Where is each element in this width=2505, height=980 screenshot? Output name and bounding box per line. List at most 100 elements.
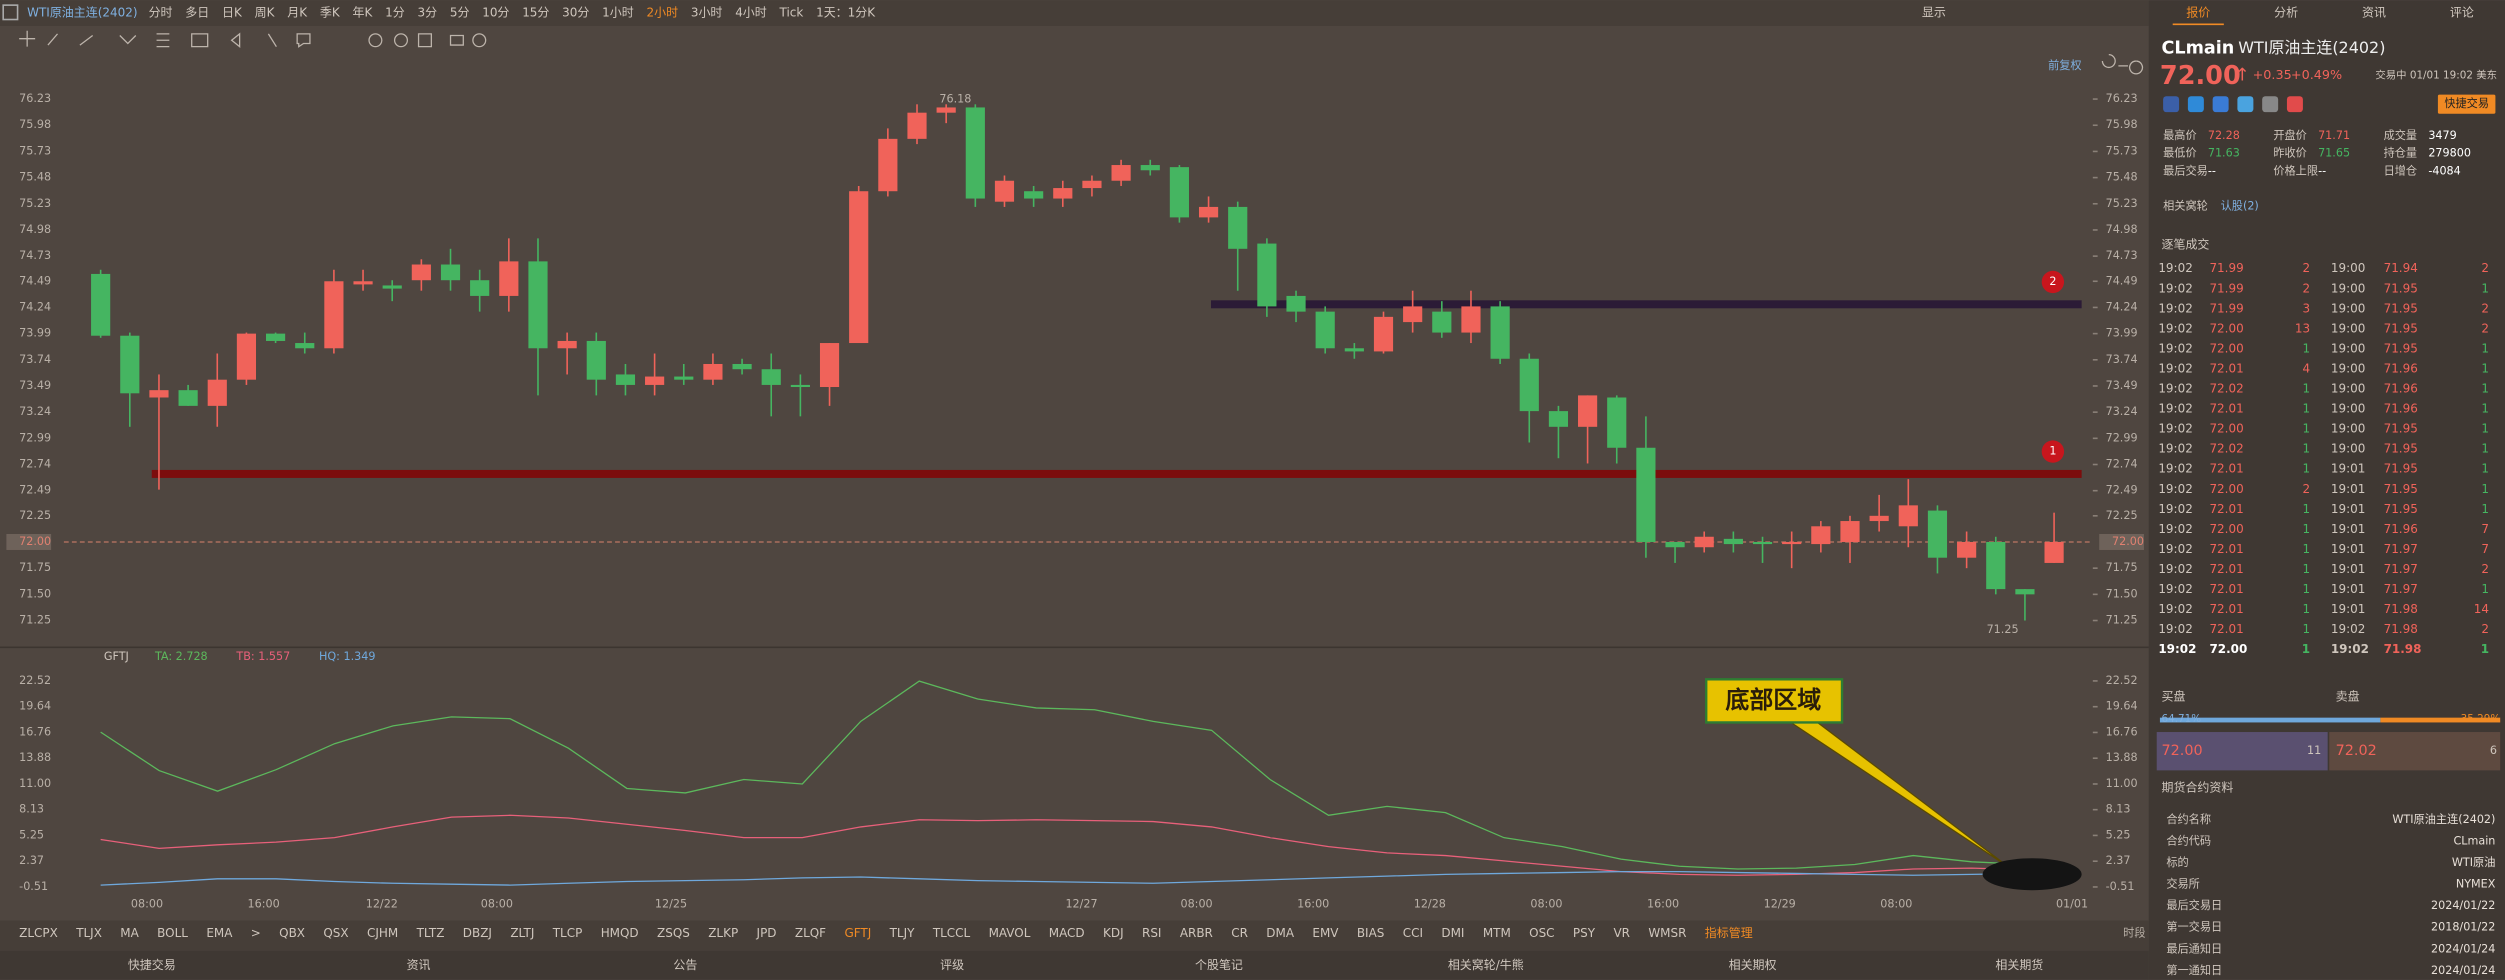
period-tab[interactable]: 4小时 (735, 6, 767, 20)
period-tab[interactable]: 1分 (385, 6, 405, 20)
indicator-tab[interactable]: ZSQS (657, 926, 690, 940)
indicator-tab[interactable]: DMA (1266, 926, 1295, 940)
panel-tab[interactable]: 评论 (2450, 6, 2474, 20)
stat-value: 71.63 (2208, 147, 2240, 160)
indicator-tab[interactable]: KDJ (1103, 926, 1124, 940)
trade-cell: 71.99 (2209, 281, 2243, 295)
indicator-tick-label-right: 16.76 (2106, 725, 2138, 738)
indicator-tab[interactable]: CJHM (367, 926, 398, 940)
period-label[interactable]: 时段 (2123, 925, 2145, 939)
nav-item[interactable]: 相关期货 (1995, 957, 2043, 972)
related[interactable]: 相关窝轮 (2163, 198, 2208, 212)
indicator-tab[interactable]: EMA (206, 926, 233, 940)
indicator-tab[interactable]: PSY (1573, 926, 1596, 940)
trade-cell: 19:02 (2158, 542, 2193, 556)
trade-cell: 72.01 (2209, 502, 2243, 516)
indicator-tab[interactable]: TLTZ (416, 926, 445, 940)
period-tab[interactable]: 15分 (522, 6, 549, 20)
period-tab[interactable]: 1天：1分K (816, 6, 876, 20)
indicator-tab[interactable]: ARBR (1180, 926, 1213, 940)
nav-item[interactable]: 快捷交易 (128, 957, 176, 972)
indicator-tab[interactable]: MACD (1049, 926, 1085, 940)
period-tab[interactable]: 10分 (482, 6, 509, 20)
period-tab[interactable]: 1小时 (602, 6, 634, 20)
trade-cell: 71.95 (2384, 462, 2418, 476)
trade-cell: 1 (2302, 522, 2310, 536)
quick-trade-label[interactable]: 快捷交易 (2444, 96, 2489, 110)
nav-item[interactable]: 个股笔记 (1195, 957, 1243, 972)
indicator-tab[interactable]: > (251, 926, 261, 940)
trade-cell: 13 (2295, 321, 2310, 335)
indicator-tab[interactable]: DMI (1441, 926, 1464, 940)
indicator-tick-label-right: 13.88 (2106, 751, 2138, 764)
candle-body (790, 384, 810, 388)
period-tab[interactable]: 季K (320, 6, 341, 20)
name: WTI原油主连(2402) (2238, 38, 2385, 57)
trade-cell: 2 (2481, 301, 2489, 315)
nav-item[interactable]: 相关期权 (1729, 958, 1777, 972)
stat-value: -- (2208, 164, 2216, 177)
nav-item[interactable]: 评级 (940, 958, 964, 972)
indicator-tab[interactable]: TLCP (552, 926, 583, 940)
indicator-tab[interactable]: ZLKP (708, 926, 738, 940)
period-tab[interactable]: 2小时 (647, 6, 679, 20)
indicator-tab[interactable]: MAVOL (989, 926, 1031, 940)
indicator-tab[interactable]: 指标管理 (1705, 925, 1753, 940)
trade-cell: 72.00 (2209, 522, 2243, 536)
trade-cell: 19:02 (2158, 582, 2193, 596)
indicator-name[interactable]: GFTJ (104, 650, 129, 663)
indicator-tab[interactable]: MA (120, 926, 139, 940)
warrants[interactable]: 认股(2) (2221, 199, 2259, 212)
indicator-tab[interactable]: RSI (1142, 926, 1161, 940)
indicator-tab[interactable]: MTM (1483, 926, 1511, 940)
indicator-tab[interactable]: CCI (1403, 926, 1423, 940)
candle-body (1752, 541, 1773, 545)
indicator-tab[interactable]: EMV (1312, 926, 1339, 940)
indicator-tab[interactable]: WMSR (1648, 926, 1686, 940)
indicator-tab[interactable]: VR (1613, 926, 1630, 940)
indicator-tab[interactable]: TLJY (889, 926, 916, 940)
period-tab[interactable]: 月K (287, 6, 308, 20)
indicator-tab[interactable]: ZLTJ (510, 926, 534, 940)
candle-body (732, 363, 752, 370)
nav-item[interactable]: 公告 (673, 958, 697, 972)
indicator-tab[interactable]: DBZJ (463, 926, 492, 940)
period-tab[interactable]: 3小时 (691, 6, 723, 20)
indicator-tab[interactable]: HMQD (601, 926, 639, 940)
indicator-tab[interactable]: TLJX (75, 926, 102, 940)
adjust-label[interactable]: 前复权 (2048, 58, 2082, 72)
trade-cell: 19:00 (2331, 301, 2366, 315)
nav-item[interactable]: 相关窝轮/牛熊 (1448, 957, 1524, 972)
period-tab[interactable]: 多日 (185, 6, 209, 20)
period-tab[interactable]: 日K (222, 6, 243, 20)
stat-label: 最后交易 (2163, 163, 2208, 177)
display-menu[interactable]: 显示 (1922, 6, 1946, 20)
period-tab[interactable]: 5分 (450, 6, 470, 20)
indicator-tab[interactable]: GFTJ (844, 926, 871, 940)
panel-tab[interactable]: 资讯 (2362, 6, 2386, 20)
quick-trade-button[interactable] (2437, 94, 2496, 114)
nav-item[interactable]: 资讯 (407, 958, 431, 972)
period-tab[interactable]: 3分 (417, 6, 437, 20)
candle-body (965, 107, 985, 199)
indicator-tab[interactable]: QBX (279, 926, 305, 940)
period-tab[interactable]: Tick (779, 6, 804, 20)
indicator-tab[interactable]: BOLL (157, 926, 188, 940)
panel-tab[interactable]: 报价 (2186, 5, 2210, 20)
period-tab[interactable]: 年K (352, 6, 373, 20)
period-tab[interactable]: 30分 (562, 6, 589, 20)
trade-cell: 71.96 (2384, 382, 2418, 396)
indicator-tab[interactable]: TLCCL (932, 926, 971, 940)
indicator-tab[interactable]: OSC (1529, 926, 1554, 940)
indicator-tab[interactable]: QSX (323, 926, 348, 940)
indicator-tab[interactable]: BIAS (1357, 926, 1385, 940)
period-tab[interactable]: 分时 (149, 6, 173, 20)
indicator-tab[interactable]: JPD (756, 926, 777, 940)
indicator-tab[interactable]: ZLQF (795, 926, 826, 940)
candle-body (1548, 411, 1569, 427)
indicator-tab[interactable]: ZLCPX (19, 926, 58, 940)
indicator-tab[interactable]: CR (1231, 926, 1248, 940)
trade-cell: 19:00 (2331, 281, 2366, 295)
panel-tab[interactable]: 分析 (2274, 6, 2298, 20)
period-tab[interactable]: 周K (255, 6, 276, 20)
